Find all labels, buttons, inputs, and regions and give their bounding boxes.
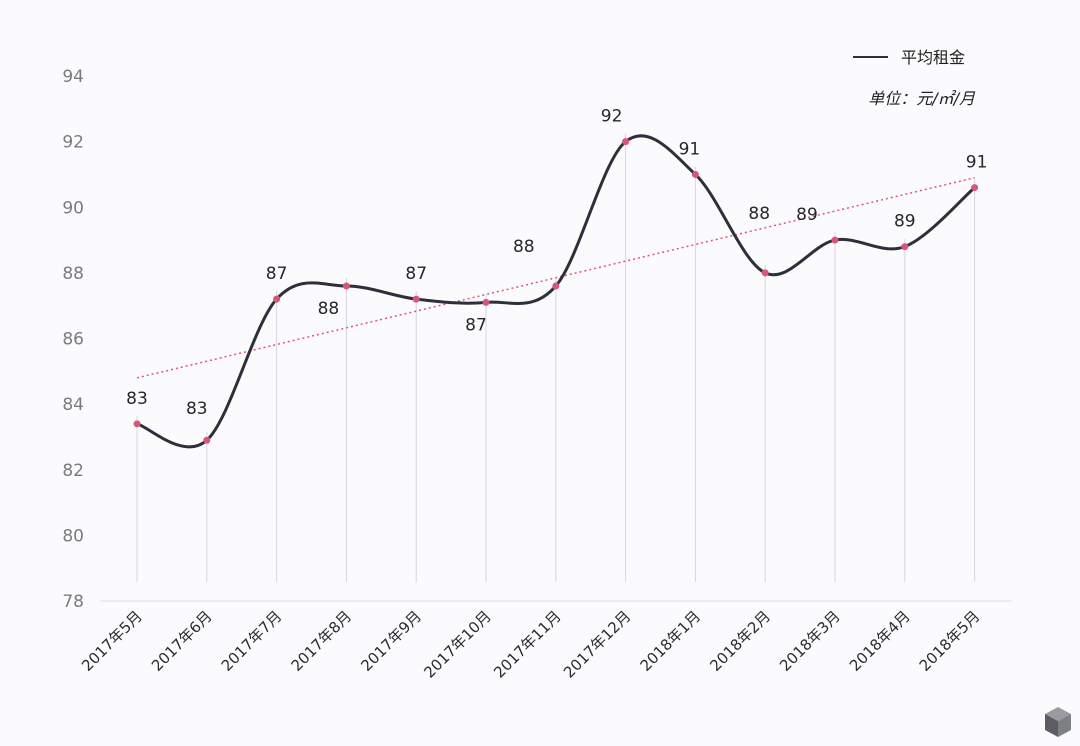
data-point [831,236,839,244]
x-tick-label: 2017年12月 [560,607,634,681]
data-point [971,184,979,192]
legend-label: 平均租金 [901,48,965,67]
trend-line [136,176,975,379]
data-point [691,170,699,178]
series-line-average-rent [136,134,976,449]
data-label: 88 [318,299,340,319]
unit-label: 单位：元/㎡/月 [868,89,976,108]
y-tick-label: 78 [62,592,84,612]
data-labels: 83 83 87 88 87 87 88 92 91 88 89 89 91 [126,107,987,420]
data-point [901,243,909,251]
y-tick-label: 88 [62,264,84,284]
data-points [133,138,979,444]
x-tick-label: 2017年5月 [78,607,146,675]
data-label: 91 [966,153,988,173]
data-label: 87 [405,264,427,284]
data-point [622,138,630,146]
x-tick-label: 2017年10月 [420,607,494,681]
data-point [203,436,211,444]
data-label: 92 [601,107,623,127]
data-point [133,420,141,428]
legend: 平均租金 [853,48,965,67]
y-axis-ticks: 78 80 82 84 86 88 90 92 94 [62,67,84,612]
data-label: 91 [679,139,701,159]
x-tick-label: 2017年6月 [148,607,216,675]
y-tick-label: 90 [62,198,84,218]
data-point [552,282,560,290]
data-point [412,295,420,303]
data-point [342,282,350,290]
data-label: 87 [266,264,288,284]
x-tick-label: 2018年1月 [637,607,705,675]
x-tick-label: 2017年9月 [357,607,425,675]
x-tick-label: 2018年4月 [846,607,914,675]
x-tick-label: 2017年7月 [218,607,286,675]
logo-icon [1045,707,1071,737]
data-label: 89 [796,205,818,225]
y-tick-label: 86 [62,330,84,350]
data-label: 83 [126,389,148,409]
data-point [761,269,769,277]
y-tick-label: 92 [62,133,84,153]
data-label: 89 [894,212,916,232]
data-label: 88 [748,204,770,224]
x-tick-label: 2018年3月 [776,607,844,675]
drop-lines [136,133,976,582]
data-label: 87 [465,315,487,335]
data-point [273,295,281,303]
y-tick-label: 84 [62,395,84,415]
x-tick-label: 2017年8月 [288,607,356,675]
y-tick-label: 94 [62,67,84,87]
x-tick-label: 2017年11月 [490,607,564,681]
data-point [482,298,490,306]
data-label: 88 [513,237,535,257]
y-tick-label: 82 [62,461,84,481]
x-tick-label: 2018年2月 [706,607,774,675]
x-tick-label: 2018年5月 [916,607,984,675]
x-axis-ticks: 2017年5月 2017年6月 2017年7月 2017年8月 2017年9月2017年… [78,607,983,681]
data-label: 83 [186,399,208,419]
y-tick-label: 80 [62,526,84,546]
